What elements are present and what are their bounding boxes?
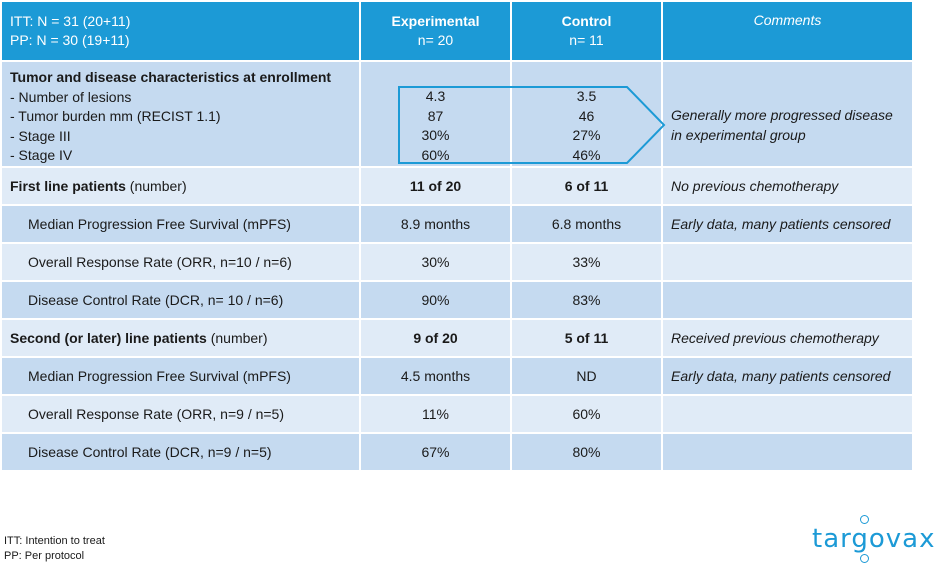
control-header: Control n= 11 — [512, 2, 663, 62]
row-comment — [663, 434, 914, 472]
row-comment — [663, 244, 914, 282]
logo-dot-bottom-icon — [860, 554, 869, 563]
table-row: Median Progression Free Survival (mPFS) … — [2, 358, 914, 396]
enrollment-comment: Generally more progressed disease — [671, 107, 893, 123]
row-label-suffix: (number) — [206, 330, 268, 346]
footnote-pp: PP: Per protocol — [4, 550, 85, 562]
experimental-n: n= 20 — [417, 32, 454, 48]
enrollment-experimental-cell: 4.3 87 30% 60% — [361, 62, 512, 168]
experimental-value: 30% — [361, 244, 512, 282]
enrollment-item-label: - Stage III — [10, 127, 71, 144]
control-value: 5 of 11 — [512, 320, 663, 358]
experimental-value: 67% — [361, 434, 512, 472]
control-value: 33% — [512, 244, 663, 282]
enrollment-control-value: 46 — [578, 107, 595, 124]
enrollment-control-value: 27% — [572, 127, 601, 143]
row-label: First line patients (number) — [2, 168, 361, 206]
control-value: 6 of 11 — [512, 168, 663, 206]
table-row: Overall Response Rate (ORR, n=9 / n=5) 1… — [2, 396, 914, 434]
targovax-logo: targovax — [812, 514, 934, 564]
row-label: Overall Response Rate (ORR, n=10 / n=6) — [2, 244, 361, 282]
row-label: Disease Control Rate (DCR, n= 10 / n=6) — [2, 282, 361, 320]
logo-dot-top-icon — [860, 515, 869, 524]
control-value: 80% — [512, 434, 663, 472]
row-comment: Early data, many patients censored — [663, 206, 914, 244]
row-label: Second (or later) line patients (number) — [2, 320, 361, 358]
itt-count: ITT: N = 31 (20+11) — [10, 13, 131, 29]
row-comment: Received previous chemotherapy — [663, 320, 914, 358]
control-value: 6.8 months — [512, 206, 663, 244]
enrollment-control-value: 46% — [572, 146, 601, 163]
row-label: Overall Response Rate (ORR, n=9 / n=5) — [2, 396, 361, 434]
footnote-itt: ITT: Intention to treat — [4, 535, 105, 547]
logo-text: targovax — [812, 524, 936, 554]
row-label: Median Progression Free Survival (mPFS) — [2, 358, 361, 396]
control-n: n= 11 — [569, 32, 604, 48]
row-label-bold: Second (or later) line patients — [10, 330, 207, 346]
enrollment-row: Tumor and disease characteristics at enr… — [2, 62, 914, 168]
experimental-value: 9 of 20 — [361, 320, 512, 358]
row-label: Disease Control Rate (DCR, n=9 / n=5) — [2, 434, 361, 472]
pp-count: PP: N = 30 (19+11) — [10, 32, 130, 48]
enrollment-comment-cell: Generally more progressed disease in exp… — [663, 62, 914, 168]
enrollment-title: Tumor and disease characteristics at enr… — [10, 69, 332, 85]
experimental-value: 11% — [361, 396, 512, 434]
table-row: Second (or later) line patients (number)… — [2, 320, 914, 358]
row-comment: No previous chemotherapy — [663, 168, 914, 206]
enrollment-experimental-value: 60% — [421, 146, 450, 163]
control-value: 83% — [512, 282, 663, 320]
footnotes: ITT: Intention to treat PP: Per protocol — [4, 534, 105, 564]
experimental-value: 11 of 20 — [361, 168, 512, 206]
table-row: Median Progression Free Survival (mPFS) … — [2, 206, 914, 244]
control-value: ND — [512, 358, 663, 396]
table-header-row: ITT: N = 31 (20+11) PP: N = 30 (19+11) E… — [2, 2, 914, 62]
enrollment-control-value: 3.5 — [576, 88, 597, 104]
enrollment-item-label: - Number of lesions — [10, 88, 132, 105]
enrollment-label-cell: Tumor and disease characteristics at enr… — [2, 62, 361, 168]
experimental-value: 4.5 months — [361, 358, 512, 396]
table-row: Disease Control Rate (DCR, n=9 / n=5) 67… — [2, 434, 914, 472]
table-row: First line patients (number) 11 of 20 6 … — [2, 168, 914, 206]
experimental-header: Experimental n= 20 — [361, 2, 512, 62]
experimental-title: Experimental — [391, 13, 480, 29]
population-header: ITT: N = 31 (20+11) PP: N = 30 (19+11) — [2, 2, 361, 62]
row-comment: Early data, many patients censored — [663, 358, 914, 396]
enrollment-experimental-value: 30% — [421, 127, 450, 143]
row-label-suffix: (number) — [125, 178, 187, 194]
row-comment — [663, 396, 914, 434]
enrollment-item-label: - Stage IV — [10, 147, 73, 163]
experimental-value: 8.9 months — [361, 206, 512, 244]
enrollment-comment: in experimental group — [671, 126, 806, 143]
control-title: Control — [561, 13, 612, 29]
table-row: Overall Response Rate (ORR, n=10 / n=6) … — [2, 244, 914, 282]
enrollment-experimental-value: 87 — [427, 107, 444, 124]
control-value: 60% — [512, 396, 663, 434]
row-comment — [663, 282, 914, 320]
enrollment-experimental-value: 4.3 — [425, 88, 446, 104]
row-label: Median Progression Free Survival (mPFS) — [2, 206, 361, 244]
comments-header: Comments — [663, 2, 914, 62]
table-row: Disease Control Rate (DCR, n= 10 / n=6) … — [2, 282, 914, 320]
experimental-value: 90% — [361, 282, 512, 320]
enrollment-item-label: - Tumor burden mm (RECIST 1.1) — [10, 108, 221, 124]
results-table: ITT: N = 31 (20+11) PP: N = 30 (19+11) E… — [2, 2, 914, 472]
enrollment-control-cell: 3.5 46 27% 46% — [512, 62, 663, 168]
row-label-bold: First line patients — [10, 178, 126, 194]
